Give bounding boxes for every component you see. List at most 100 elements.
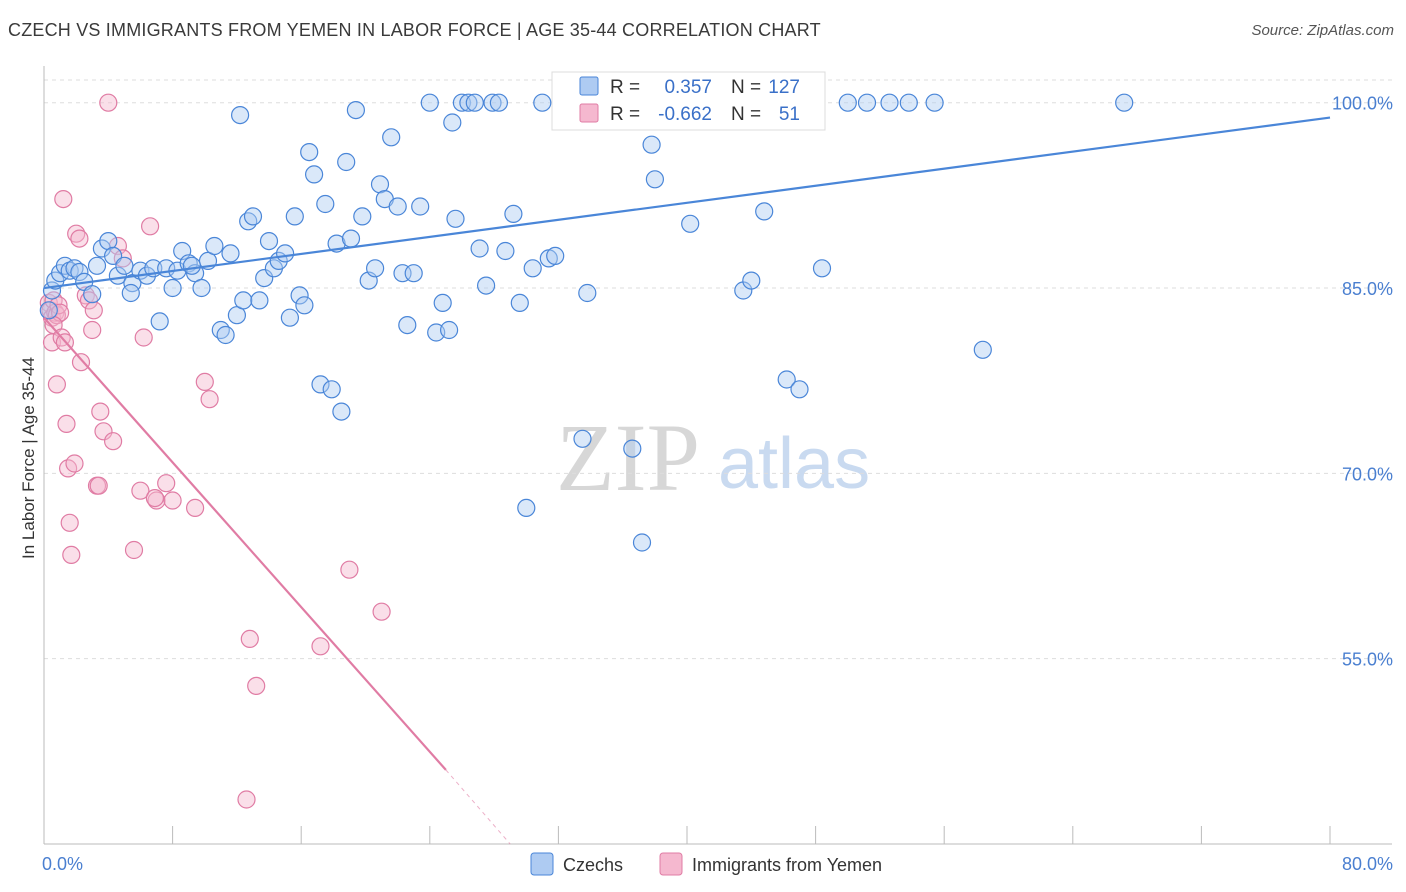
czech-point-10 [87,256,107,275]
czech-point-73 [452,93,471,112]
yemen-point-48 [89,476,108,495]
yemen-point-26 [99,93,118,112]
czech-point-54 [337,152,356,172]
czech-point-99 [632,533,652,552]
czech-point-48 [305,165,324,184]
yemen-point-27 [103,432,123,451]
czech-point-72 [446,209,465,228]
pink-swatch [579,103,599,123]
yemen-point-42 [311,637,330,656]
czech-point-74 [459,93,478,112]
yemen-point-15 [65,454,84,473]
watermark-zip: ZIP [556,404,700,511]
legend-yemen-label: Immigrants from Yemen [692,855,882,875]
czech-point-71 [440,320,459,340]
czech-point-75 [465,93,484,112]
czech-point-9 [83,285,102,304]
czech-point-100 [645,170,665,189]
yemen-point-36 [163,491,182,510]
czech-point-38 [255,269,274,288]
czech-point-29 [205,236,224,256]
yemen-point-40 [240,629,259,649]
yemen-point-9 [47,375,67,394]
czech-point-119 [973,340,992,359]
czech-point-91 [573,429,592,448]
czech-point-31 [216,325,235,345]
czech-point-76 [470,239,489,258]
czech-point-14 [108,266,128,285]
czech-point-83 [517,498,536,517]
czech-point-82 [510,293,529,312]
czech-point-55 [341,229,361,248]
yemen-point-24 [91,402,110,421]
czech-point-49 [311,375,330,394]
czech-point-122 [443,113,462,132]
czech-point-44 [285,207,304,226]
czech-points [39,93,1134,552]
series-legend: Czechs Immigrants from Yemen [530,852,882,876]
czech-point-53 [332,402,351,421]
czech-point-51 [322,380,341,399]
y-axis-title: In Labor Force | Age 35-44 [19,357,38,559]
czech-point-126 [642,135,661,154]
y-tick-label-100: 100.0% [1332,94,1393,114]
axes [43,66,1392,845]
czech-point-66 [404,264,423,283]
yemen-point-38 [195,372,214,391]
czech-point-103 [681,214,700,233]
stats-legend: R = 0.357 N = 127 R = -0.662 N = 51 [551,71,826,131]
yemen-point-33 [141,217,160,236]
yemen-point-13 [60,513,79,532]
czech-point-116 [880,93,899,112]
yemen-point-41 [247,676,266,696]
blue-n-label: N = [731,77,761,98]
legend-yemen-swatch [659,852,683,876]
czech-point-32 [221,244,240,263]
legend-czech-swatch [530,852,554,876]
watermark-atlas: atlas [718,424,870,504]
legend-czech-label: Czechs [563,855,623,875]
czech-point-120 [1115,93,1134,112]
czech-point-98 [623,439,642,458]
czech-point-113 [812,259,832,278]
trendlines [43,116,1331,845]
czech-point-85 [533,93,552,112]
czech-point-118 [925,93,944,112]
yemen-point-11 [57,414,76,433]
czech-point-110 [777,370,796,389]
czech-point-87 [546,246,565,265]
czech-point-57 [353,207,372,226]
yemen-point-49 [145,489,164,508]
czech-point-39 [259,232,279,251]
czech-point-78 [483,93,502,112]
yemen-point-31 [131,481,150,500]
czech-point-15 [115,256,134,275]
yemen-point-32 [134,328,153,347]
yemen-point-22 [84,301,103,320]
y-tick-label-70: 70.0% [1342,464,1393,484]
czech-point-45 [290,286,309,305]
czech-point-125 [182,256,201,275]
pink-r-value: -0.662 [658,104,712,125]
yemen-point-17 [70,229,89,248]
yemen-point-43 [340,560,359,579]
czech-point-46 [295,296,314,315]
yemen-trendline [43,316,447,771]
czech-point-115 [857,93,877,112]
yemen-points [39,93,391,809]
czech-point-11 [92,239,112,258]
czech-point-77 [477,276,496,295]
czech-point-68 [420,93,439,112]
czech-point-56 [346,100,365,120]
yemen-point-35 [157,474,176,493]
pink-n-value: 51 [779,104,800,125]
czech-point-50 [316,194,335,214]
czech-point-43 [280,308,299,327]
yemen-point-19 [76,286,95,305]
blue-n-value: 127 [768,77,800,98]
blue-r-label: R = [610,77,640,98]
yemen-point-14 [62,545,81,565]
czech-point-107 [742,271,761,290]
y-tick-label-55: 55.0% [1342,650,1393,670]
